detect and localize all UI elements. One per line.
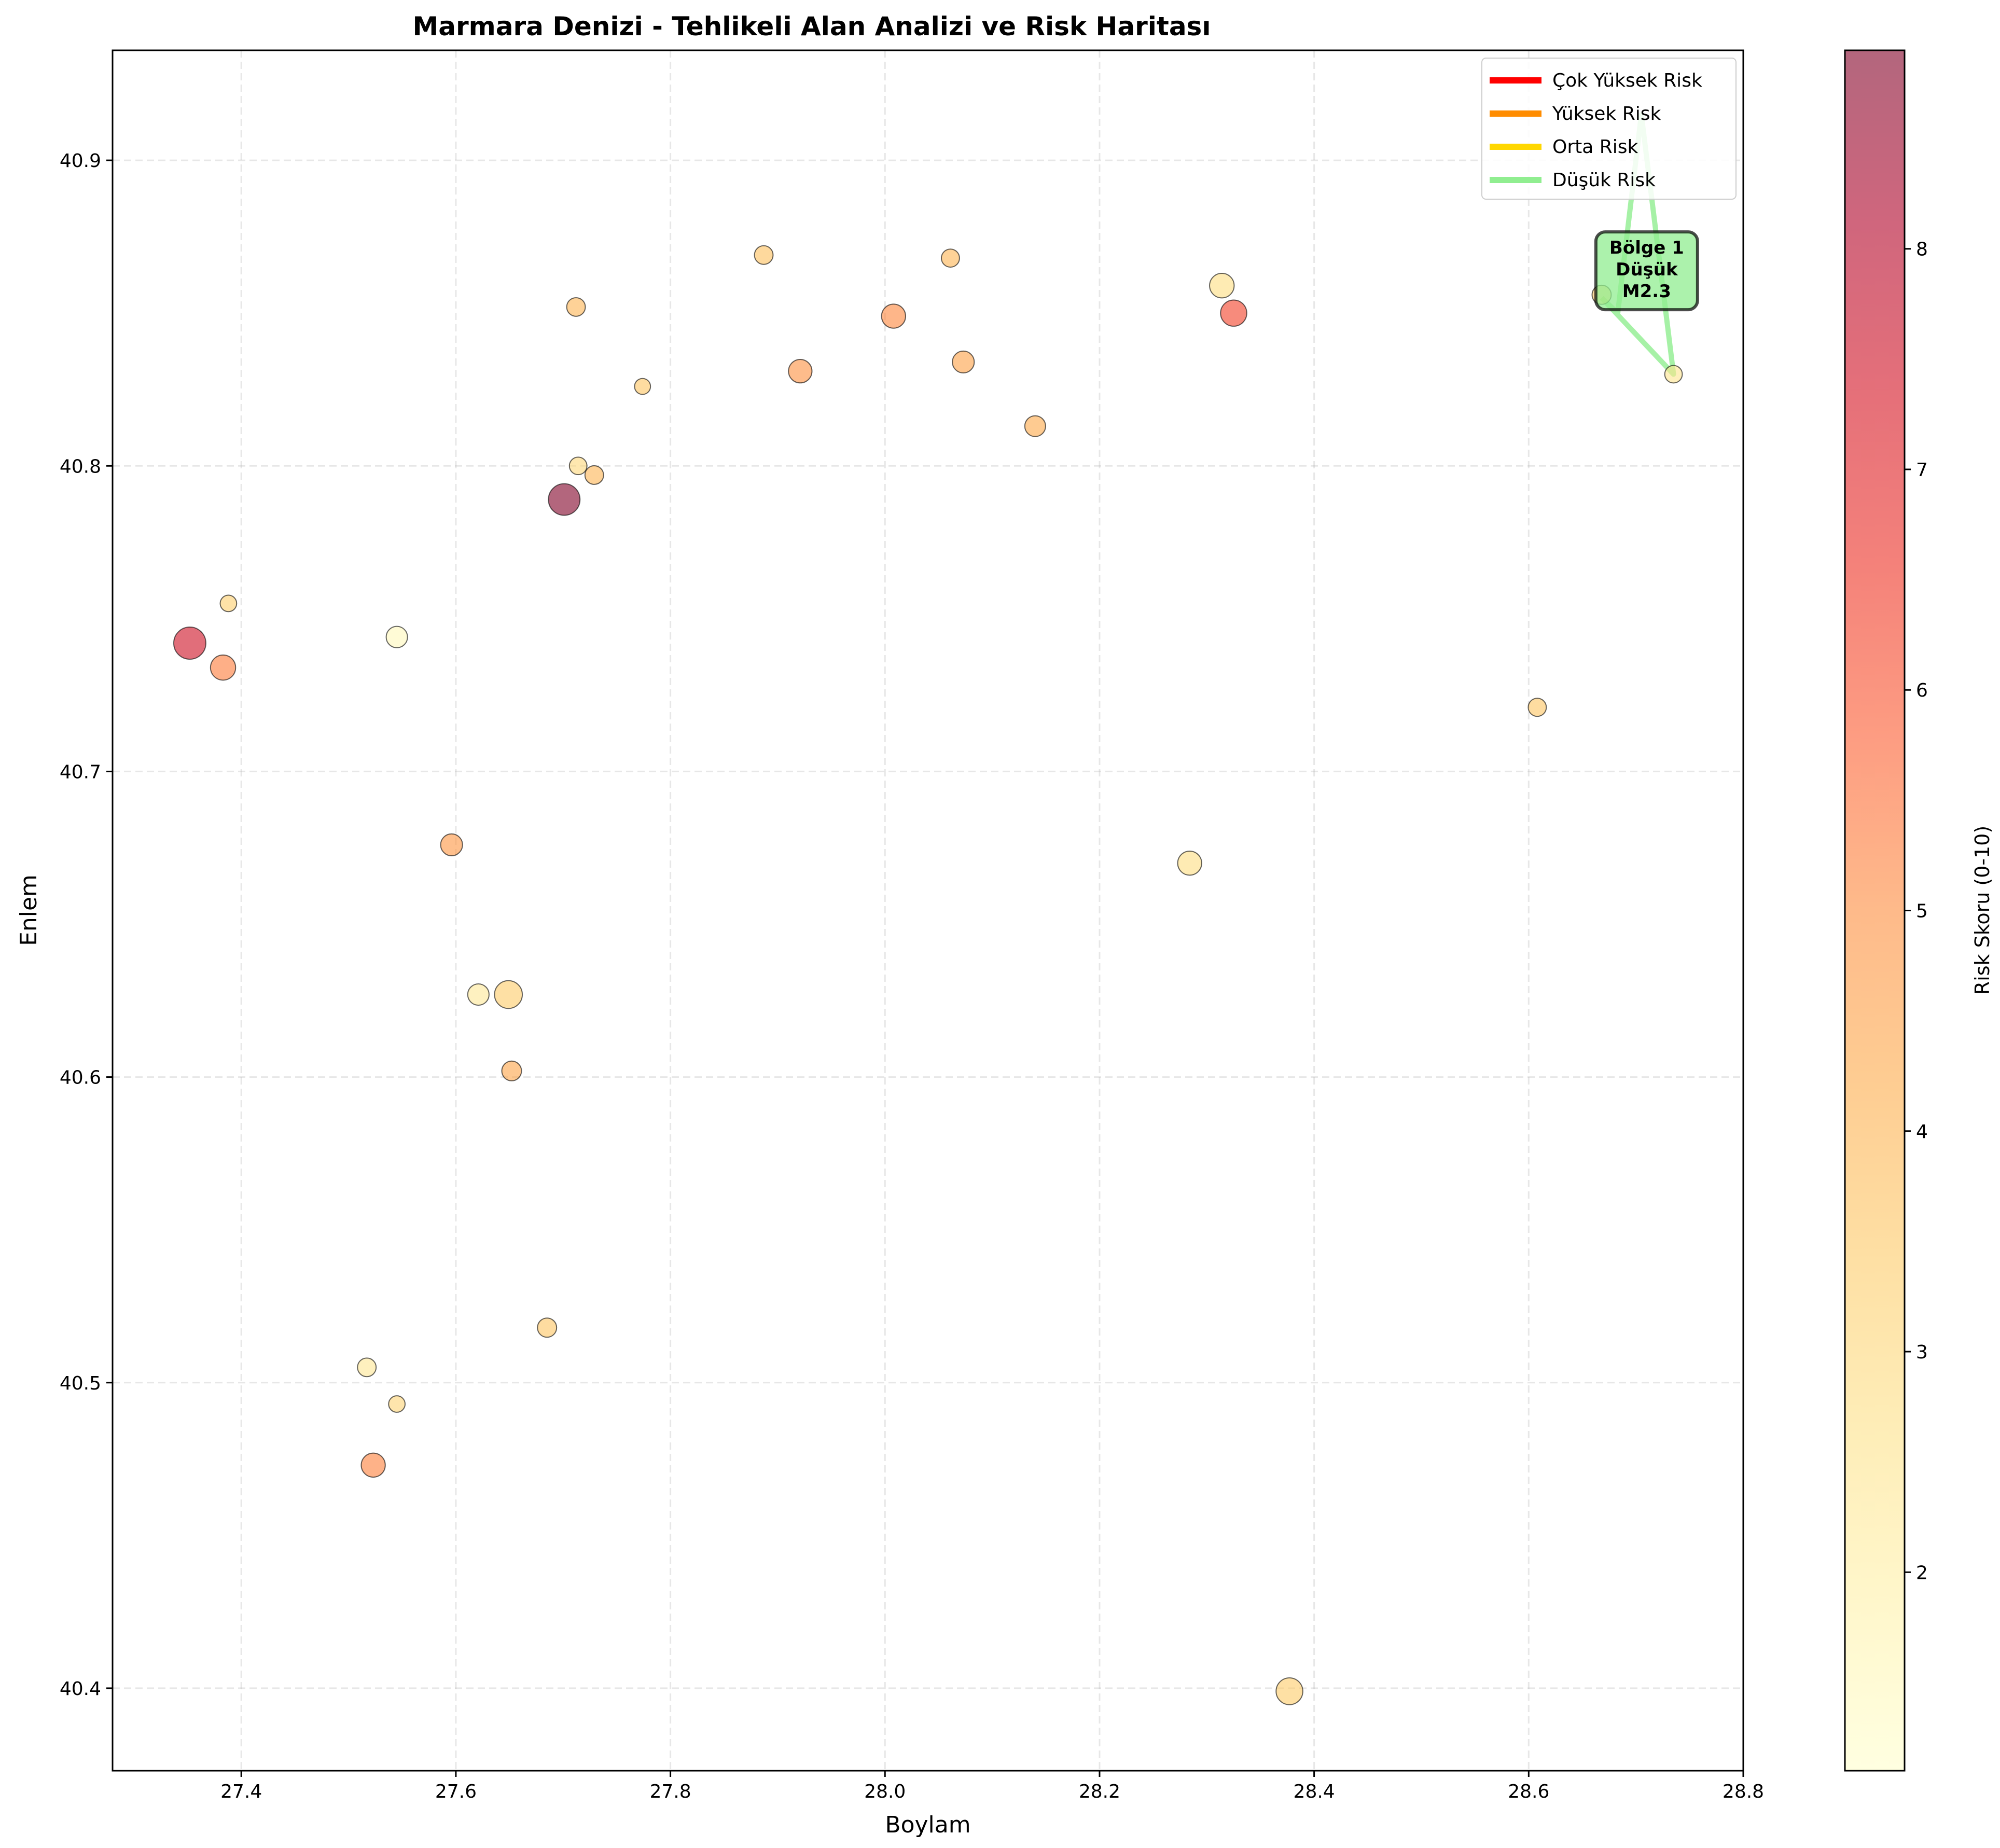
data-point [1177, 851, 1202, 876]
y-axis: 40.4 40.5 40.6 40.7 40.8 40.9 [60, 150, 113, 1700]
zone-label-line: Düşük [1616, 259, 1678, 280]
y-tick-label: 40.9 [60, 150, 101, 172]
data-point [584, 465, 604, 485]
chart-title: Marmara Denizi - Tehlikeli Alan Analizi … [413, 11, 1211, 41]
x-tick-label: 27.4 [220, 1781, 262, 1802]
data-point [566, 297, 586, 317]
colorbar: 2 3 4 5 6 7 8 Risk Skoru (0-10) [1844, 49, 1994, 1772]
data-point [1664, 365, 1683, 384]
colorbar-tick-label: 8 [1916, 239, 1928, 260]
legend: Çok Yüksek Risk Yüksek Risk Orta Risk Düşük… [1481, 58, 1737, 200]
data-point [881, 303, 906, 329]
data-point [1275, 1677, 1303, 1705]
zone-label-line: Bölge 1 [1609, 238, 1684, 258]
colorbar-ticks: 2 3 4 5 6 7 8 [1905, 239, 1928, 1583]
x-tick-label: 28.0 [864, 1781, 906, 1802]
legend-label: Yüksek Risk [1552, 103, 1661, 124]
grid-lines [113, 50, 1743, 1771]
data-point [634, 378, 651, 395]
y-tick-label: 40.7 [60, 761, 101, 783]
data-point [440, 833, 463, 856]
data-point [1220, 299, 1247, 327]
x-tick-label: 28.4 [1294, 1781, 1335, 1802]
legend-label: Çok Yüksek Risk [1552, 70, 1702, 91]
y-axis-label: Enlem [16, 874, 42, 946]
colorbar-gradient [1845, 50, 1905, 1771]
zone-label-line: M2.3 [1622, 281, 1671, 302]
colorbar-tick-label: 5 [1916, 901, 1928, 922]
plot-frame [112, 49, 1744, 1772]
data-point [494, 980, 523, 1009]
y-tick-label: 40.5 [60, 1373, 101, 1394]
legend-label: Orta Risk [1552, 136, 1638, 158]
data-point [210, 654, 237, 681]
x-tick-label: 27.6 [435, 1781, 477, 1802]
data-point [467, 983, 490, 1006]
data-point [1527, 698, 1547, 717]
colorbar-tick-label: 7 [1916, 460, 1928, 481]
data-point [754, 245, 774, 265]
plot-background [113, 50, 1743, 1771]
colorbar-tick-label: 6 [1916, 680, 1928, 701]
x-tick-label: 28.2 [1079, 1781, 1120, 1802]
legend-label: Düşük Risk [1552, 170, 1656, 191]
data-point [952, 350, 975, 374]
data-point [388, 1395, 406, 1413]
data-point [548, 483, 581, 516]
colorbar-tick-label: 3 [1916, 1342, 1928, 1363]
data-point [385, 626, 408, 648]
y-tick-label: 40.4 [60, 1678, 101, 1700]
data-point [1024, 415, 1046, 437]
y-tick-label: 40.6 [60, 1067, 101, 1089]
x-tick-label: 27.8 [650, 1781, 691, 1802]
x-axis: 27.4 27.6 27.8 28.0 28.2 28.4 28.6 28.8 [220, 1771, 1764, 1802]
data-point [357, 1357, 377, 1378]
data-point [568, 456, 588, 476]
data-point [537, 1317, 558, 1338]
x-tick-label: 28.8 [1723, 1781, 1764, 1802]
data-point [173, 627, 206, 660]
legend-box [1481, 58, 1737, 200]
data-point [940, 248, 960, 268]
data-point [1209, 272, 1235, 299]
colorbar-label: Risk Skoru (0-10) [1971, 826, 1994, 995]
colorbar-tick-label: 2 [1916, 1562, 1928, 1583]
zone-label-box [1594, 230, 1699, 312]
y-tick-label: 40.8 [60, 456, 101, 477]
x-tick-label: 28.6 [1508, 1781, 1549, 1802]
x-axis-label: Boylam [885, 1812, 970, 1838]
data-point [501, 1060, 522, 1081]
data-point [360, 1452, 386, 1478]
data-point [219, 594, 238, 613]
data-point [788, 358, 813, 384]
colorbar-tick-label: 4 [1916, 1121, 1928, 1143]
